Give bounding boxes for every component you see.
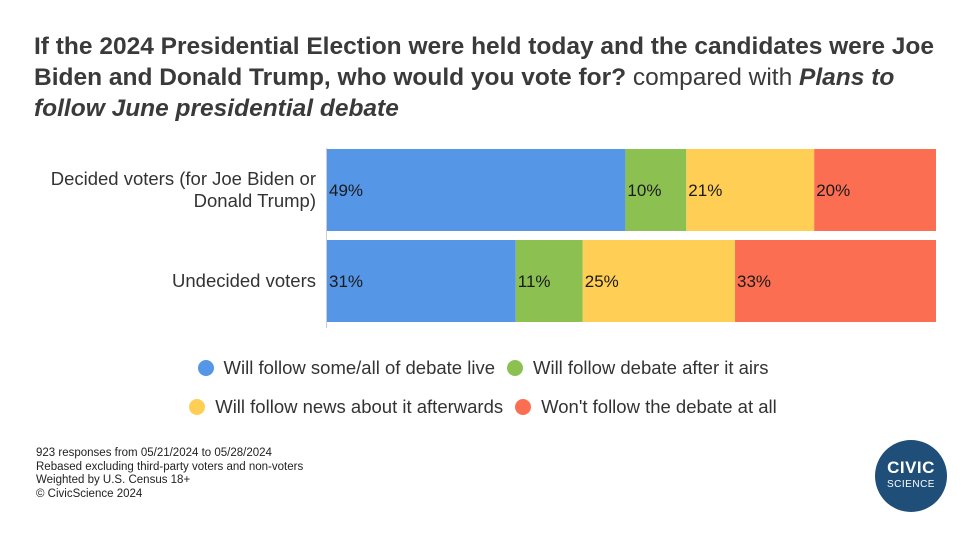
legend-label-news: Will follow news about it afterwards [215, 396, 504, 417]
civicscience-logo: CIVIC SCIENCE [875, 440, 947, 512]
bar-segment-after [625, 149, 687, 231]
footer-weighting: Weighted by U.S. Census 18+ [36, 474, 191, 486]
legend-item-wont: Won't follow the debate at all [515, 396, 777, 418]
legend-row-1: Will follow some/all of debate live Will… [0, 357, 966, 379]
bar-value-label: 10% [627, 181, 661, 200]
bar-segment-news [686, 149, 815, 231]
category-label: Decided voters (for Joe Biden or Donald T… [51, 168, 316, 211]
title-question: If the 2024 Presidential Election were h… [34, 33, 934, 91]
bar-value-label: 11% [518, 272, 551, 291]
category-label: Undecided voters [172, 270, 316, 291]
legend-label-wont: Won't follow the debate at all [541, 396, 777, 417]
footer-responses: 923 responses from 05/21/2024 to 05/28/2… [36, 447, 272, 459]
chart-title: If the 2024 Presidential Election were h… [34, 31, 949, 124]
title-comparison-question: Plans to follow June presidential debate [34, 64, 895, 122]
footer-notes: 923 responses from 05/21/2024 to 05/28/2… [36, 447, 303, 501]
legend-label-live: Will follow some/all of debate live [223, 357, 495, 378]
legend-dot-after [507, 360, 523, 376]
bar-value-label: 33% [737, 272, 771, 291]
legend-item-news: Will follow news about it afterwards [189, 396, 503, 418]
title-compared: compared with [632, 64, 793, 91]
bar-segment-wont [735, 240, 936, 322]
bar-segment-live [327, 149, 626, 231]
bar-value-label: 49% [329, 181, 363, 200]
legend-dot-wont [515, 399, 532, 415]
legend-dot-news [189, 399, 206, 415]
footer-copyright: © CivicScience 2024 [36, 487, 143, 500]
bar-segment-live [327, 240, 516, 322]
legend-label-after: Will follow debate after it airs [533, 357, 769, 378]
logo-text-civic: CIVIC [887, 458, 935, 477]
bar-segment-after [515, 240, 583, 322]
logo-text-science: SCIENCE [887, 479, 935, 490]
bar-value-label: 21% [688, 181, 722, 200]
footer-rebased: Rebased excluding third-party voters and… [36, 460, 304, 473]
legend-row-2: Will follow news about it afterwards Won… [0, 396, 966, 418]
bar-segment-news [582, 240, 736, 322]
legend-item-after: Will follow debate after it airs [507, 357, 768, 379]
legend-item-live: Will follow some/all of debate live [197, 357, 495, 379]
stacked-bar-chart: Decided voters (for Joe Biden or Donald T… [51, 148, 936, 328]
bar-value-label: 25% [585, 272, 619, 291]
bar-value-label: 20% [816, 181, 850, 200]
bar-segment-wont [814, 149, 936, 231]
legend-dot-live [197, 360, 214, 376]
bar-value-label: 31% [329, 272, 363, 291]
